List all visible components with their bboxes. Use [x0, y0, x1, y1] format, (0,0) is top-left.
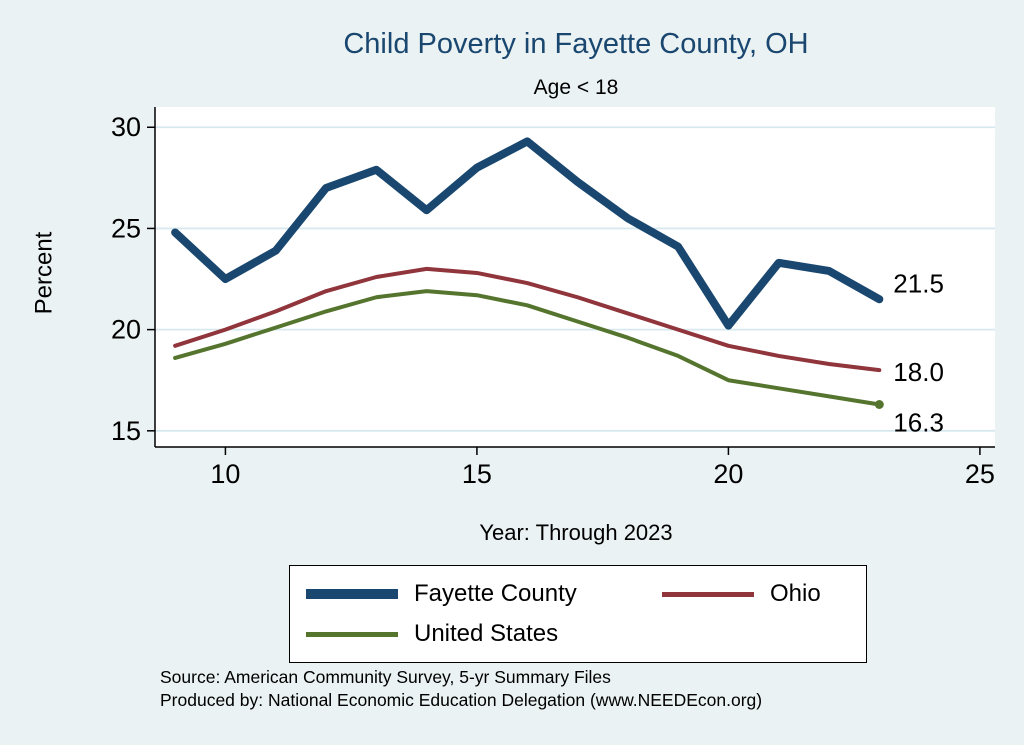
y-tick-label: 25	[111, 213, 141, 243]
plot-area: 15 20 25 30 10 15 20 25 21.5 18.0 16.3	[111, 107, 995, 489]
chart-subtitle: Age < 18	[533, 76, 619, 99]
produced-by-line: Produced by: National Economic Education…	[160, 689, 763, 710]
legend-item-united-states: United States	[306, 620, 662, 648]
x-tick-label: 25	[965, 459, 995, 489]
legend-label-ohio: Ohio	[770, 580, 821, 607]
y-axis-title: Percent	[30, 231, 57, 314]
y-tick-label: 15	[111, 416, 141, 446]
legend-swatch-fayette-county	[306, 589, 398, 599]
x-tick-label: 15	[462, 459, 492, 489]
end-value-label-ohio: 18.0	[893, 357, 944, 387]
chart-title: Child Poverty in Fayette County, OH	[343, 28, 809, 60]
series-line-fayette-county	[171, 137, 884, 330]
source-note: Source: American Community Survey, 5-yr …	[160, 666, 762, 712]
legend-label-united-states: United States	[414, 620, 559, 647]
series-line-ohio	[173, 266, 882, 373]
end-marker-united-states	[874, 400, 884, 409]
legend: Fayette County Ohio United States	[289, 565, 867, 663]
plot-background	[155, 107, 995, 447]
legend-swatch-ohio	[662, 591, 754, 597]
end-value-label-united-states: 16.3	[893, 408, 944, 438]
source-line: Source: American Community Survey, 5-yr …	[160, 667, 611, 687]
x-tick-label: 20	[713, 459, 743, 489]
y-tick-label: 20	[111, 315, 141, 345]
series-line-united-states	[173, 289, 882, 407]
y-tick-label: 30	[111, 112, 141, 142]
x-axis-title: Year: Through 2023	[479, 520, 673, 545]
legend-item-ohio: Ohio	[662, 580, 850, 608]
legend-label-fayette-county: Fayette County	[414, 580, 577, 607]
x-tick-label: 10	[210, 459, 240, 489]
legend-item-fayette-county: Fayette County	[306, 580, 662, 608]
legend-swatch-united-states	[306, 631, 398, 637]
end-value-label-fayette-county: 21.5	[893, 268, 944, 298]
